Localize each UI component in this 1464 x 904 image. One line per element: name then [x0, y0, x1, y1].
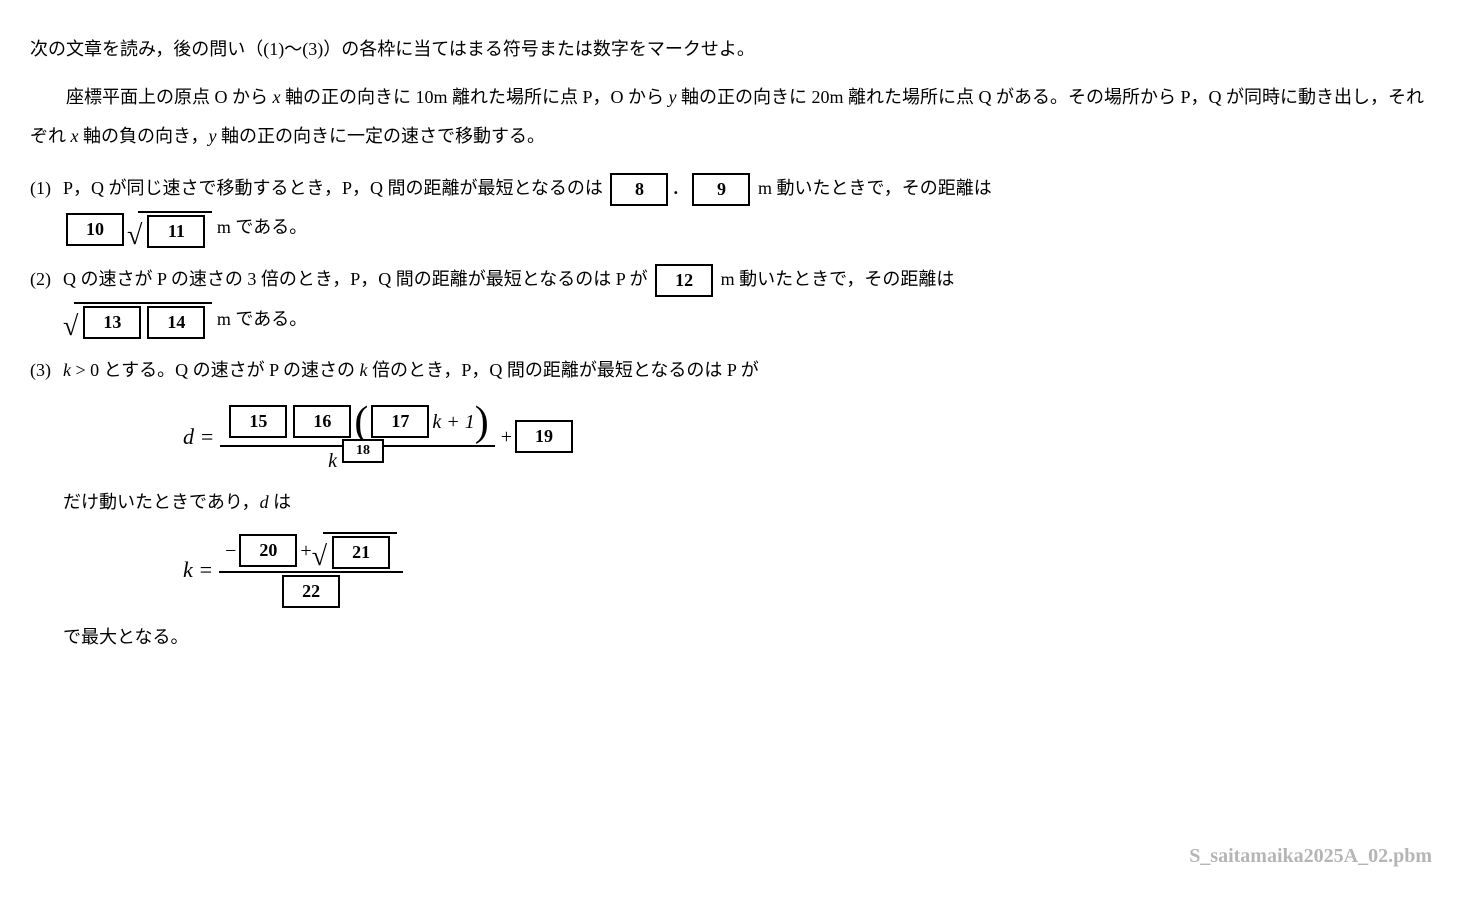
var-k: k — [328, 449, 337, 473]
equation-k: k = − 20 + √21 22 — [183, 530, 1434, 610]
question-number: (3) — [30, 351, 63, 391]
fraction: − 20 + √21 22 — [219, 530, 403, 610]
instruction-text: 次の文章を読み，後の問い（(1)～(3)）の各枠に当てはまる符号または数字をマー… — [30, 39, 755, 59]
answer-box-17: 17 — [371, 405, 429, 438]
answer-box-20: 20 — [239, 534, 297, 567]
sqrt-expr: √11 — [127, 211, 212, 248]
question-3: (3) k > 0 とする。Q の速さが P の速さの k 倍のとき，P，Q 間… — [30, 351, 1434, 657]
answer-box-16: 16 — [293, 405, 351, 438]
var-y: y — [669, 87, 677, 107]
question-number: (2) — [30, 260, 63, 300]
answer-box-9: 9 — [692, 173, 750, 206]
question-body: P，Q が同じ速さで移動するとき，P，Q 間の距離が最短となるのは 8．9 m … — [63, 169, 1434, 248]
question-body: Q の速さが P の速さの 3 倍のとき，P，Q 間の距離が最短となるのは P … — [63, 260, 1434, 339]
answer-box-18: 18 — [342, 439, 384, 463]
var-x: x — [273, 87, 281, 107]
watermark: S_saitamaika2025A_02.pbm — [1189, 834, 1432, 878]
sqrt-expr: √1314 — [63, 302, 212, 339]
fraction: 15 16 ( 17 k + 1 ) k 18 — [220, 399, 494, 475]
answer-box-14: 14 — [147, 306, 205, 339]
paren-close: ) — [475, 401, 489, 443]
end-text: で最大となる。 — [63, 618, 1434, 658]
answer-box-10: 10 — [66, 213, 124, 246]
answer-box-13: 13 — [83, 306, 141, 339]
equation-d: d = 15 16 ( 17 k + 1 ) k 18 + 19 — [183, 399, 1434, 475]
answer-box-19: 19 — [515, 420, 573, 453]
question-2: (2) Q の速さが P の速さの 3 倍のとき，P，Q 間の距離が最短となるの… — [30, 260, 1434, 339]
sqrt-icon: √ — [127, 222, 142, 250]
eq-lhs: k = — [183, 557, 213, 583]
var-x: x — [71, 126, 79, 146]
answer-box-15: 15 — [229, 405, 287, 438]
eq-lhs: d = — [183, 424, 214, 450]
sqrt-expr: √21 — [312, 532, 397, 569]
sqrt-icon: √ — [63, 313, 78, 341]
var-d: d — [260, 492, 269, 512]
instruction-line: 次の文章を読み，後の問い（(1)～(3)）の各枠に当てはまる符号または数字をマー… — [30, 30, 1434, 70]
answer-box-8: 8 — [610, 173, 668, 206]
answer-box-12: 12 — [655, 264, 713, 297]
question-number: (1) — [30, 169, 63, 209]
answer-box-11: 11 — [147, 215, 205, 248]
answer-box-21: 21 — [332, 536, 390, 569]
sqrt-icon: √ — [312, 543, 327, 571]
question-body: k > 0 とする。Q の速さが P の速さの k 倍のとき，P，Q 間の距離が… — [63, 351, 1434, 657]
answer-box-22: 22 — [282, 575, 340, 608]
mid-text: だけ動いたときであり，d は — [63, 483, 1434, 523]
question-1: (1) P，Q が同じ速さで移動するとき，P，Q 間の距離が最短となるのは 8．… — [30, 169, 1434, 248]
var-k: k — [63, 360, 71, 380]
paren-open: ( — [354, 401, 368, 443]
problem-setup: 座標平面上の原点 O から x 軸の正の向きに 10m 離れた場所に点 P，O … — [30, 78, 1434, 157]
